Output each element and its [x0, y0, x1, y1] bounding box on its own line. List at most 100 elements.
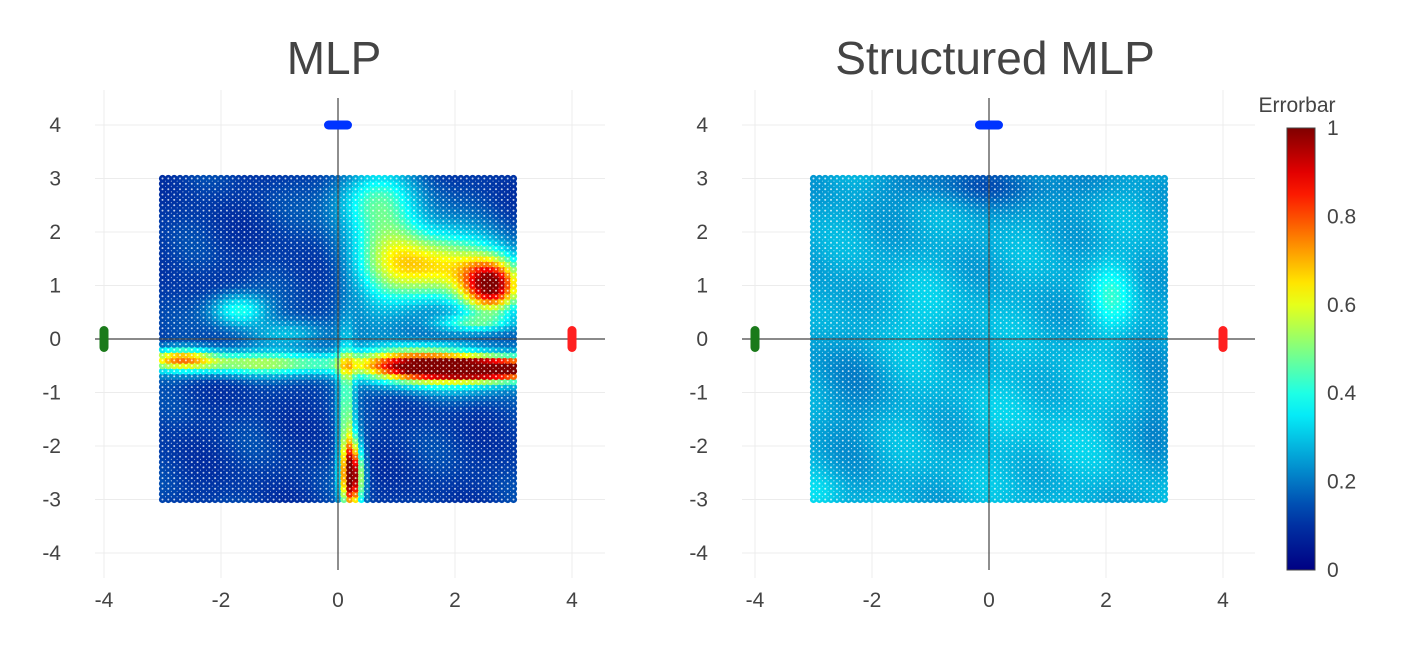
point-highlight	[513, 440, 515, 442]
point-highlight	[162, 397, 164, 399]
point-highlight	[472, 472, 474, 474]
point-highlight	[390, 440, 392, 442]
point-highlight	[191, 493, 193, 495]
point-highlight	[489, 402, 491, 404]
point-highlight	[425, 429, 427, 431]
point-highlight	[325, 440, 327, 442]
point-highlight	[255, 402, 257, 404]
point-highlight	[261, 488, 263, 490]
point-highlight	[203, 429, 205, 431]
point-highlight	[431, 466, 433, 468]
point-highlight	[214, 483, 216, 485]
point-highlight	[226, 397, 228, 399]
point-highlight	[167, 429, 169, 431]
point-highlight	[454, 402, 456, 404]
point-highlight	[331, 408, 333, 410]
point-highlight	[360, 466, 362, 468]
point-highlight	[477, 418, 479, 420]
point-highlight	[331, 499, 333, 501]
point-highlight	[413, 413, 415, 415]
point-highlight	[343, 483, 345, 485]
point-highlight	[232, 466, 234, 468]
point-highlight	[243, 424, 245, 426]
point-highlight	[507, 434, 509, 436]
point-highlight	[179, 429, 181, 431]
point-highlight	[384, 408, 386, 410]
point-highlight	[360, 397, 362, 399]
point-highlight	[437, 440, 439, 442]
point-highlight	[390, 472, 392, 474]
point-highlight	[513, 488, 515, 490]
point-highlight	[477, 402, 479, 404]
point-highlight	[396, 408, 398, 410]
point-highlight	[501, 461, 503, 463]
point-highlight	[296, 402, 298, 404]
point-highlight	[489, 434, 491, 436]
point-highlight	[267, 424, 269, 426]
point-highlight	[302, 402, 304, 404]
point-highlight	[431, 472, 433, 474]
point-highlight	[501, 456, 503, 458]
point-highlight	[273, 488, 275, 490]
point-highlight	[495, 440, 497, 442]
point-highlight	[185, 461, 187, 463]
point-highlight	[185, 397, 187, 399]
point-highlight	[366, 466, 368, 468]
point-highlight	[290, 402, 292, 404]
point-highlight	[501, 402, 503, 404]
point-highlight	[384, 440, 386, 442]
point-highlight	[355, 472, 357, 474]
point-highlight	[208, 424, 210, 426]
point-highlight	[437, 493, 439, 495]
point-highlight	[255, 499, 257, 501]
point-highlight	[396, 402, 398, 404]
point-highlight	[261, 424, 263, 426]
point-highlight	[384, 418, 386, 420]
point-highlight	[343, 402, 345, 404]
point-highlight	[162, 434, 164, 436]
point-highlight	[302, 429, 304, 431]
point-highlight	[167, 450, 169, 452]
point-highlight	[442, 493, 444, 495]
point-highlight	[249, 434, 251, 436]
point-highlight	[419, 493, 421, 495]
point-highlight	[384, 477, 386, 479]
point-highlight	[191, 466, 193, 468]
point-highlight	[319, 429, 321, 431]
point-highlight	[203, 392, 205, 394]
point-highlight	[378, 461, 380, 463]
point-highlight	[425, 450, 427, 452]
point-highlight	[331, 429, 333, 431]
point-highlight	[384, 499, 386, 501]
point-highlight	[349, 450, 351, 452]
point-highlight	[232, 488, 234, 490]
point-highlight	[419, 450, 421, 452]
point-highlight	[437, 472, 439, 474]
point-highlight	[355, 461, 357, 463]
point-highlight	[284, 392, 286, 394]
point-highlight	[431, 461, 433, 463]
point-highlight	[495, 445, 497, 447]
point-highlight	[343, 472, 345, 474]
point-highlight	[197, 408, 199, 410]
point-highlight	[437, 488, 439, 490]
point-highlight	[483, 499, 485, 501]
point-highlight	[308, 456, 310, 458]
point-highlight	[214, 493, 216, 495]
point-highlight	[460, 499, 462, 501]
point-highlight	[232, 493, 234, 495]
point-highlight	[261, 397, 263, 399]
point-highlight	[302, 440, 304, 442]
point-highlight	[360, 493, 362, 495]
point-highlight	[466, 402, 468, 404]
point-highlight	[302, 392, 304, 394]
chart-title: MLP	[287, 32, 382, 84]
point-highlight	[208, 483, 210, 485]
point-highlight	[448, 488, 450, 490]
point-highlight	[448, 445, 450, 447]
point-highlight	[454, 499, 456, 501]
point-highlight	[243, 408, 245, 410]
point-highlight	[460, 445, 462, 447]
point-highlight	[407, 397, 409, 399]
point-highlight	[208, 499, 210, 501]
